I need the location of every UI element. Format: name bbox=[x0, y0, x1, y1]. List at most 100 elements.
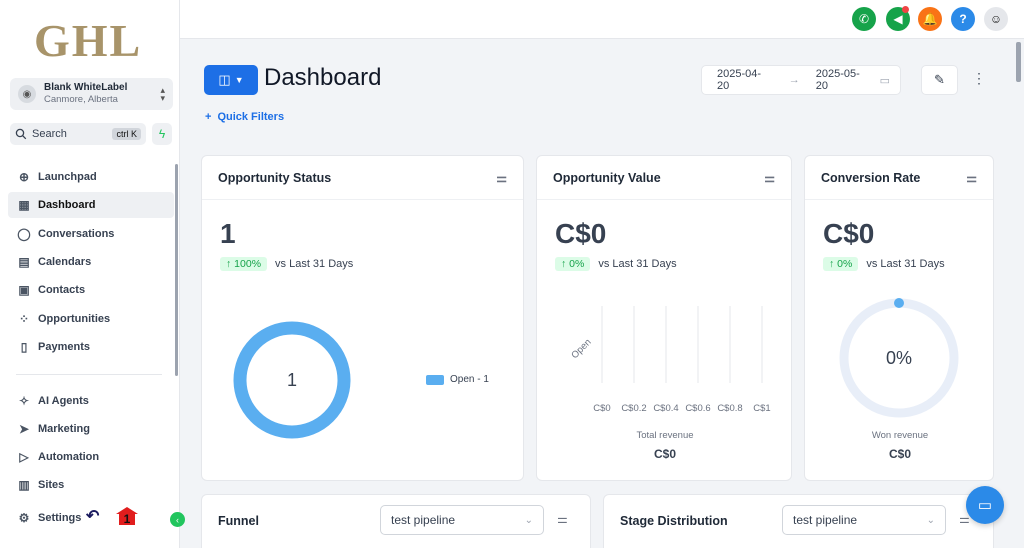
quick-action-bolt-icon[interactable]: ϟ bbox=[152, 123, 172, 145]
sidebar-item-payments[interactable]: ▯ Payments bbox=[8, 334, 174, 360]
sidebar-item-contacts[interactable]: ▣ Contacts bbox=[8, 277, 174, 303]
help-icon[interactable]: ? bbox=[951, 7, 975, 31]
sidebar-item-label: Opportunities bbox=[38, 313, 111, 325]
sidebar: GHL ◉ Blank WhiteLabel Canmore, Alberta … bbox=[0, 0, 180, 548]
value-amount: C$0 bbox=[555, 218, 607, 249]
search-label: Search bbox=[32, 128, 67, 140]
chat-widget-button[interactable]: ▭ bbox=[966, 486, 1004, 524]
sidebar-item-label: Dashboard bbox=[38, 199, 96, 211]
quick-filters-button[interactable]: + Quick Filters bbox=[205, 111, 284, 123]
filter-sliders-icon[interactable]: ⚌ bbox=[764, 170, 775, 185]
sidebar-item-label: AI Agents bbox=[38, 395, 89, 407]
search-box[interactable]: Search ctrl K bbox=[10, 123, 146, 145]
app-logo: GHL bbox=[34, 15, 143, 66]
sidebar-item-label: Calendars bbox=[38, 256, 92, 268]
date-range-picker[interactable]: 2025-04-20 → 2025-05-20 ▭ bbox=[701, 65, 901, 95]
date-end: 2025-05-20 bbox=[815, 68, 860, 92]
annotation-marker-icon: 1 bbox=[116, 507, 138, 526]
megaphone-icon[interactable]: ◀ bbox=[886, 6, 910, 31]
sidebar-item-settings[interactable]: ⚙ Settings bbox=[8, 505, 174, 531]
plus-icon: + bbox=[205, 111, 212, 123]
location-avatar-icon: ◉ bbox=[18, 85, 36, 103]
filter-sliders-icon[interactable]: ⚌ bbox=[557, 512, 568, 526]
main-scrollbar[interactable] bbox=[1016, 42, 1021, 82]
account-switcher[interactable]: ◉ Blank WhiteLabel Canmore, Alberta ▴ ▾ bbox=[10, 78, 173, 110]
trend-pct: 0% bbox=[837, 258, 853, 270]
card-title: Funnel bbox=[218, 514, 259, 528]
bell-icon[interactable]: 🔔 bbox=[918, 7, 942, 31]
sidebar-divider bbox=[16, 374, 162, 375]
select-value: test pipeline bbox=[391, 513, 456, 527]
layout-icon: ◫ bbox=[218, 72, 231, 87]
sidebar-item-launchpad[interactable]: ⊕ Launchpad bbox=[8, 164, 174, 190]
automation-icon: ▷ bbox=[19, 450, 29, 464]
stage-distribution-card: Stage Distribution test pipeline ⌄ ⚌ bbox=[603, 494, 994, 548]
grid-icon: ▦ bbox=[18, 198, 30, 212]
sidebar-item-label: Conversations bbox=[38, 228, 115, 240]
sidebar-item-label: Marketing bbox=[38, 423, 90, 435]
calendar-icon: ▭ bbox=[879, 74, 890, 87]
chevron-updown-icon: ▴ ▾ bbox=[160, 85, 165, 103]
filter-sliders-icon[interactable]: ⚌ bbox=[966, 170, 977, 185]
sidebar-item-label: Automation bbox=[38, 451, 100, 463]
sidebar-collapse-button[interactable]: ‹ bbox=[170, 512, 185, 527]
status-value: 1 bbox=[220, 218, 236, 249]
sidebar-item-label: Settings bbox=[38, 512, 82, 524]
account-name: Blank WhiteLabel bbox=[44, 82, 128, 93]
x-tick-label: C$0.2 bbox=[621, 403, 646, 414]
footer-label: Total revenue bbox=[636, 430, 694, 441]
trend-badge: ↑ 100% bbox=[220, 257, 268, 271]
sidebar-scrollbar[interactable] bbox=[175, 164, 178, 376]
trend-badge: ↑ 0% bbox=[823, 257, 859, 271]
card-title: Stage Distribution bbox=[620, 514, 728, 528]
select-value: test pipeline bbox=[793, 513, 858, 527]
x-tick-label: C$1 bbox=[753, 403, 770, 414]
sidebar-item-sites[interactable]: ▥ Sites bbox=[8, 472, 174, 498]
gear-icon: ⚙ bbox=[18, 511, 30, 525]
more-options-icon[interactable]: ⋮ bbox=[972, 70, 986, 86]
sidebar-item-opportunities[interactable]: ⁘ Opportunities bbox=[8, 306, 174, 332]
edit-button[interactable]: ✎ bbox=[921, 65, 958, 95]
user-avatar[interactable]: ☺ bbox=[984, 7, 1008, 31]
trend-label: vs Last 31 Days bbox=[866, 258, 945, 270]
phone-icon[interactable]: ✆ bbox=[852, 7, 876, 31]
funnel-card: Funnel test pipeline ⌄ ⚌ bbox=[201, 494, 591, 548]
sidebar-item-marketing[interactable]: ➤ Marketing bbox=[8, 416, 174, 442]
sidebar-item-dashboard[interactable]: ▦ Dashboard bbox=[8, 192, 174, 218]
sidebar-item-automation[interactable]: ▷ Automation bbox=[8, 444, 174, 470]
search-icon bbox=[15, 128, 27, 140]
donut-ring bbox=[233, 321, 351, 439]
search-shortcut: ctrl K bbox=[112, 128, 141, 140]
date-start: 2025-04-20 bbox=[717, 68, 762, 92]
chevron-down-icon: ▼ bbox=[234, 75, 244, 85]
conversion-amount: C$0 bbox=[823, 218, 875, 249]
notification-dot bbox=[902, 6, 909, 13]
dashboard-switcher-button[interactable]: ◫ ▼ bbox=[204, 65, 258, 95]
card-title: Opportunity Status bbox=[218, 170, 332, 185]
funnel-pipeline-select[interactable]: test pipeline ⌄ bbox=[380, 505, 544, 535]
opportunity-status-card: Opportunity Status ⚌ 1 ↑ 100% vs Last 31 D… bbox=[201, 155, 524, 481]
donut-center: 1 bbox=[287, 370, 297, 390]
pencil-icon: ✎ bbox=[934, 72, 945, 87]
filter-sliders-icon[interactable]: ⚌ bbox=[496, 170, 507, 185]
status-trend: ↑ 100% vs Last 31 Days bbox=[220, 257, 353, 271]
footer-value: C$0 bbox=[653, 447, 676, 461]
stage-pipeline-select[interactable]: test pipeline ⌄ bbox=[782, 505, 946, 535]
sidebar-item-label: Payments bbox=[38, 341, 90, 353]
card-title: Opportunity Value bbox=[553, 170, 661, 185]
arrow-right-icon: → bbox=[788, 74, 800, 86]
page-title: Dashboard bbox=[264, 64, 382, 91]
sidebar-item-conversations[interactable]: ◯ Conversations bbox=[8, 221, 174, 247]
filter-sliders-icon[interactable]: ⚌ bbox=[959, 512, 970, 526]
chevron-down-icon: ⌄ bbox=[926, 514, 935, 526]
value-trend: ↑ 0% vs Last 31 Days bbox=[555, 257, 677, 271]
sidebar-item-ai-agents[interactable]: ✧ AI Agents bbox=[8, 388, 174, 414]
gauge-value: 0% bbox=[886, 348, 912, 368]
gauge-marker bbox=[894, 298, 904, 308]
trend-label: vs Last 31 Days bbox=[275, 258, 354, 270]
quick-filters-label: Quick Filters bbox=[217, 111, 285, 123]
donut-chart[interactable]: 1 bbox=[230, 318, 354, 442]
trend-label: vs Last 31 Days bbox=[598, 258, 677, 270]
sidebar-item-calendars[interactable]: ▤ Calendars bbox=[8, 249, 174, 275]
account-location: Canmore, Alberta bbox=[44, 94, 118, 105]
